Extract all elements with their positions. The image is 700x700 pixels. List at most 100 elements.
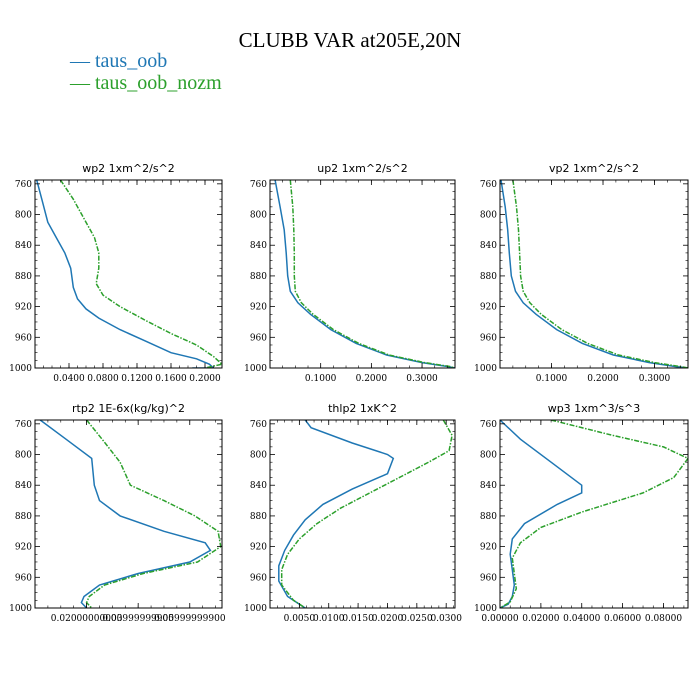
panel-6: wp3 1xm^3/s^3 760 800 840 880 920 960 10000.000… [474,402,689,624]
y-tick-label: 800 [15,451,32,461]
y-tick-label: 1000 [9,364,32,374]
y-tick-label: 880 [480,512,497,522]
series-line-taus-oob [35,180,215,368]
y-tick-label: 960 [250,573,267,583]
y-tick-label: 960 [250,333,267,343]
series-line-taus-oob-nozm [85,420,222,608]
x-tick-label: 0.0800 [87,374,119,384]
y-tick-label: 760 [250,180,267,190]
series-line-taus-oob-nozm [512,180,688,368]
y-tick-label: 800 [15,211,32,221]
y-tick-label: 920 [15,543,32,553]
y-tick-label: 960 [480,333,497,343]
x-tick-label: 0.08000 [645,614,682,624]
x-tick-label: 0.04000 [563,614,600,624]
y-tick-label: 920 [250,543,267,553]
series-line-taus-oob-nozm [59,180,222,368]
x-tick-label: 0.05999999900 [154,614,226,624]
y-tick-label: 800 [480,211,497,221]
y-tick-label: 1000 [474,604,497,614]
y-tick-label: 800 [480,451,497,461]
x-tick-label: 0.1600 [155,374,187,384]
series-line-taus-oob-nozm [289,180,455,368]
y-tick-label: 840 [250,481,267,491]
panel-4: rtp2 1E-6x(kg/kg)^2 760 800 840 880 920 960 100… [9,402,226,624]
legend-label-taus-oob: taus_oob [95,50,168,72]
y-tick-label: 920 [480,543,497,553]
y-tick-label: 960 [15,573,32,583]
x-tick-label: 0.00000 [481,614,518,624]
panel-title: thlp2 1xK^2 [328,402,397,415]
legend-label-taus-oob-nozm: taus_oob_nozm [95,72,222,94]
y-tick-label: 1000 [474,364,497,374]
x-tick-label: 0.0400 [53,374,85,384]
y-tick-label: 840 [15,241,32,251]
y-tick-label: 760 [15,420,32,430]
panel-title: rtp2 1E-6x(kg/kg)^2 [72,402,185,415]
x-tick-label: 0.1200 [121,374,153,384]
y-tick-label: 760 [480,180,497,190]
panel-title: up2 1xm^2/s^2 [317,162,408,175]
series-line-taus-oob [274,180,455,368]
panel-title: vp2 1xm^2/s^2 [549,162,639,175]
series-line-taus-oob [500,420,583,608]
panel-3: vp2 1xm^2/s^2 760 800 840 880 920 960 1000 0.100… [474,162,689,384]
x-tick-label: 0.0250 [401,614,433,624]
panel-2: up2 1xm^2/s^2 760 800 840 880 920 960 1000 0.100… [244,162,456,384]
x-tick-label: 0.0050 [284,614,316,624]
series-line-taus-oob [500,180,688,368]
y-tick-label: 920 [250,303,267,313]
y-tick-label: 800 [250,451,267,461]
y-tick-label: 960 [15,333,32,343]
plot-frame [499,179,689,369]
y-tick-label: 840 [250,241,267,251]
y-tick-label: 1000 [9,604,32,614]
y-tick-label: 1000 [244,604,267,614]
y-tick-label: 880 [250,512,267,522]
x-tick-label: 0.0200 [372,614,404,624]
x-tick-label: 0.02000000000 [51,614,123,624]
x-tick-label: 0.2000 [189,374,221,384]
panel-title: wp2 1xm^2/s^2 [82,162,175,175]
plot-frame [269,419,456,609]
y-tick-label: 880 [15,512,32,522]
x-tick-label: 0.1000 [536,374,568,384]
y-tick-label: 880 [250,272,267,282]
y-tick-label: 1000 [244,364,267,374]
y-tick-label: 800 [250,211,267,221]
x-tick-label: 0.02000 [522,614,559,624]
series-line-taus-oob [39,420,212,608]
plot-frame [34,419,223,609]
x-tick-label: 0.2000 [587,374,619,384]
plot-frame [269,179,456,369]
legend-item-taus-oob-nozm: — taus_oob_nozm [70,72,222,94]
y-tick-label: 760 [15,180,32,190]
plot-frame [499,419,689,609]
x-tick-label: 0.3000 [406,374,438,384]
x-tick-label: 0.0300 [430,614,462,624]
x-tick-label: 0.06000 [604,614,641,624]
x-tick-label: 0.1000 [305,374,337,384]
y-tick-label: 880 [15,272,32,282]
y-tick-label: 920 [480,303,497,313]
series-line-taus-oob [278,420,395,608]
x-tick-label: 0.0150 [342,614,374,624]
x-tick-label: 0.2000 [356,374,388,384]
y-tick-label: 840 [480,241,497,251]
y-tick-label: 920 [15,303,32,313]
panel-1: wp2 1xm^2/s^2 760 800 840 880 920 960 1000 0.040… [9,162,223,384]
plot-frame [34,179,223,369]
legend-item-taus-oob: — taus_oob [70,50,168,72]
y-tick-label: 760 [250,420,267,430]
y-tick-label: 760 [480,420,497,430]
y-tick-label: 960 [480,573,497,583]
y-tick-label: 840 [480,481,497,491]
panel-5: thlp2 1xK^276080084088092096010000.00500… [244,402,462,624]
y-tick-label: 840 [15,481,32,491]
x-tick-label: 0.03999999900 [102,614,174,624]
y-tick-label: 880 [480,272,497,282]
x-tick-label: 0.0100 [313,614,345,624]
x-tick-label: 0.3000 [639,374,671,384]
panel-title: wp3 1xm^3/s^3 [548,402,641,415]
